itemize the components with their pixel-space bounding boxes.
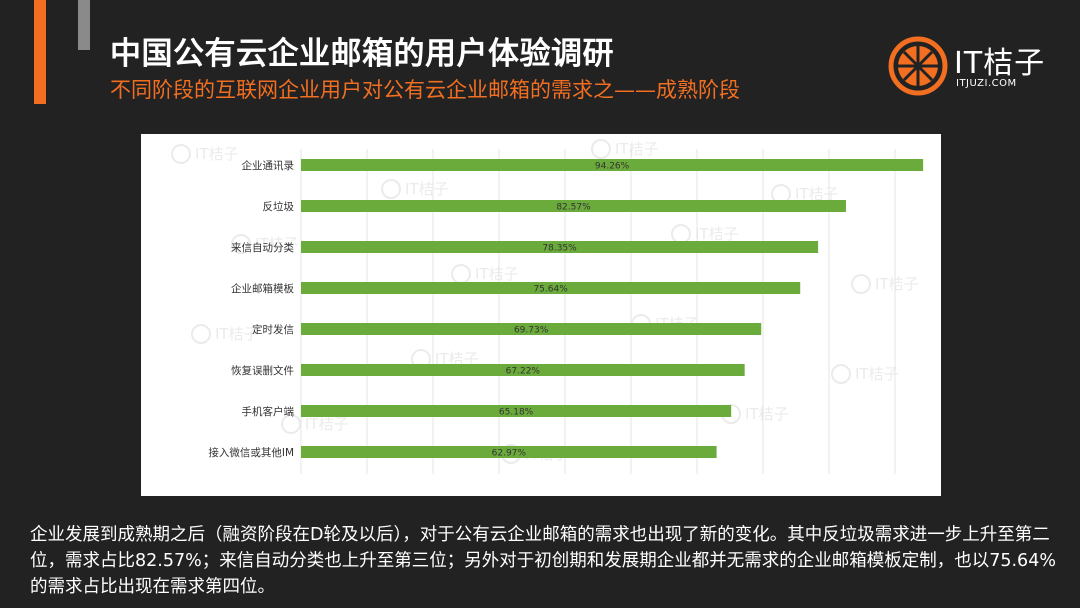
category-label: 企业通讯录	[242, 159, 295, 172]
data-label: 62.97%	[492, 449, 527, 459]
brand-logo: IT桔子 ITJUZI.COM	[888, 36, 1058, 96]
watermark-text: IT桔子	[195, 145, 239, 163]
watermark-text: IT桔子	[855, 365, 899, 383]
watermark-icon	[451, 264, 471, 284]
watermark-icon	[671, 224, 691, 244]
watermark-text: IT桔子	[875, 275, 919, 293]
bar	[301, 241, 819, 253]
bar	[301, 282, 801, 294]
watermark-text: IT桔子	[795, 185, 839, 203]
watermark-text: IT桔子	[745, 405, 789, 423]
data-label: 67.22%	[506, 367, 541, 377]
watermark-icon	[191, 324, 211, 344]
data-label: 65.18%	[499, 408, 534, 418]
category-label: 来信自动分类	[231, 241, 294, 254]
category-label: 反垃圾	[263, 200, 295, 213]
watermark-text: IT桔子	[305, 415, 349, 433]
watermark-icon	[381, 179, 401, 199]
watermark-icon	[831, 364, 851, 384]
watermark-text: IT桔子	[215, 325, 259, 343]
category-label: 手机客户端	[242, 405, 295, 418]
category-label: 企业邮箱模板	[231, 282, 294, 295]
page-subtitle: 不同阶段的互联网企业用户对公有云企业邮箱的需求之——成熟阶段	[110, 78, 740, 102]
watermark-text: IT桔子	[405, 180, 449, 198]
watermark-text: IT桔子	[435, 350, 479, 368]
chart-panel: IT桔子 IT桔子 IT桔子 IT桔子 IT桔子 IT桔子 IT桔子 IT桔子 IT桔子 IT桔子…	[141, 134, 941, 496]
bar	[301, 364, 745, 376]
logo-url: ITJUZI.COM	[956, 78, 1017, 89]
bar	[301, 159, 924, 171]
bar-chart: IT桔子 IT桔子 IT桔子 IT桔子 IT桔子 IT桔子 IT桔子 IT桔子 IT桔子 IT桔子…	[171, 139, 924, 474]
accent-bar-orange	[34, 0, 46, 104]
logo-text: IT桔子	[954, 46, 1046, 81]
watermark-icon	[851, 274, 871, 294]
bar	[301, 200, 846, 212]
watermark-text: IT桔子	[255, 235, 299, 253]
category-label: 定时发信	[252, 323, 294, 336]
watermark-text: IT桔子	[475, 265, 519, 283]
accent-bar-gray	[78, 0, 90, 50]
bar	[301, 446, 717, 458]
data-label: 75.64%	[533, 285, 568, 295]
watermark-icon	[591, 139, 611, 159]
bar	[301, 405, 732, 417]
data-label: 82.57%	[556, 203, 591, 213]
page-title: 中国公有云企业邮箱的用户体验调研	[110, 36, 614, 72]
data-label: 78.35%	[542, 244, 577, 254]
watermark-icon	[281, 414, 301, 434]
category-label: 接入微信或其他IM	[208, 446, 294, 459]
watermark-text: IT桔子	[615, 140, 659, 158]
watermark-icon	[171, 144, 191, 164]
footnote-text: 企业发展到成熟期之后（融资阶段在D轮及以后），对于公有云企业邮箱的需求也出现了新…	[30, 525, 1056, 597]
orange-slice-icon	[888, 36, 948, 96]
bar	[301, 323, 762, 335]
watermark-text: IT桔子	[695, 225, 739, 243]
data-label: 94.26%	[595, 162, 630, 172]
data-label: 69.73%	[514, 326, 549, 336]
watermark-icon	[231, 234, 251, 254]
category-label: 恢复误删文件	[231, 364, 294, 377]
